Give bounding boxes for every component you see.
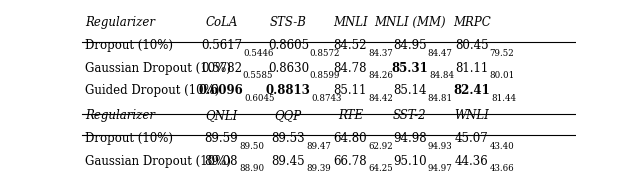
- Text: 62.92: 62.92: [368, 142, 393, 151]
- Text: 0.6096: 0.6096: [199, 85, 244, 97]
- Text: 89.47: 89.47: [306, 142, 331, 151]
- Text: 88.90: 88.90: [239, 164, 264, 173]
- Text: 43.40: 43.40: [490, 142, 515, 151]
- Text: 85.11: 85.11: [333, 85, 367, 97]
- Text: 89.59: 89.59: [205, 132, 238, 145]
- Text: 0.8743: 0.8743: [312, 94, 342, 103]
- Text: 84.84: 84.84: [429, 71, 454, 80]
- Text: 66.78: 66.78: [333, 155, 367, 167]
- Text: Gaussian Dropout (10%): Gaussian Dropout (10%): [85, 62, 231, 75]
- Text: 84.81: 84.81: [428, 94, 452, 103]
- Text: 0.8599: 0.8599: [310, 71, 340, 80]
- Text: 0.8630: 0.8630: [268, 62, 309, 75]
- Text: QNLI: QNLI: [205, 109, 237, 122]
- Text: MRPC: MRPC: [453, 16, 491, 29]
- Text: Dropout (10%): Dropout (10%): [85, 132, 173, 145]
- Text: QQP: QQP: [275, 109, 302, 122]
- Text: 0.8605: 0.8605: [268, 39, 309, 52]
- Text: Guided Dropout (10%): Guided Dropout (10%): [85, 85, 220, 97]
- Text: RTE: RTE: [338, 109, 363, 122]
- Text: 0.8572: 0.8572: [310, 49, 340, 58]
- Text: 85.31: 85.31: [392, 62, 428, 75]
- Text: 85.14: 85.14: [393, 85, 427, 97]
- Text: 95.10: 95.10: [393, 155, 427, 167]
- Text: 44.36: 44.36: [455, 155, 489, 167]
- Text: 81.44: 81.44: [492, 94, 516, 103]
- Text: 84.37: 84.37: [368, 49, 393, 58]
- Text: Dropout (10%): Dropout (10%): [85, 39, 173, 52]
- Text: SST-2: SST-2: [393, 109, 427, 122]
- Text: 89.08: 89.08: [205, 155, 238, 167]
- Text: 80.45: 80.45: [455, 39, 489, 52]
- Text: 89.39: 89.39: [306, 164, 331, 173]
- Text: 84.52: 84.52: [333, 39, 367, 52]
- Text: Gaussian Dropout (10%): Gaussian Dropout (10%): [85, 155, 231, 167]
- Text: 0.5585: 0.5585: [243, 71, 273, 80]
- Text: 94.98: 94.98: [393, 132, 427, 145]
- Text: Regularizer: Regularizer: [85, 109, 155, 122]
- Text: 0.5446: 0.5446: [243, 49, 273, 58]
- Text: 79.52: 79.52: [490, 49, 515, 58]
- Text: 82.41: 82.41: [454, 85, 490, 97]
- Text: 84.47: 84.47: [428, 49, 452, 58]
- Text: STS-B: STS-B: [270, 16, 307, 29]
- Text: MNLI: MNLI: [333, 16, 367, 29]
- Text: WNLI: WNLI: [454, 109, 489, 122]
- Text: 84.42: 84.42: [368, 94, 393, 103]
- Text: 64.80: 64.80: [333, 132, 367, 145]
- Text: 94.93: 94.93: [428, 142, 452, 151]
- Text: CoLA: CoLA: [205, 16, 237, 29]
- Text: 89.50: 89.50: [239, 142, 264, 151]
- Text: 81.11: 81.11: [455, 62, 488, 75]
- Text: 0.5617: 0.5617: [201, 39, 242, 52]
- Text: 0.8813: 0.8813: [266, 85, 311, 97]
- Text: 89.45: 89.45: [271, 155, 305, 167]
- Text: 0.6045: 0.6045: [244, 94, 275, 103]
- Text: 43.66: 43.66: [490, 164, 515, 173]
- Text: 94.97: 94.97: [428, 164, 452, 173]
- Text: Regularizer: Regularizer: [85, 16, 155, 29]
- Text: 0.5782: 0.5782: [201, 62, 242, 75]
- Text: 89.53: 89.53: [271, 132, 305, 145]
- Text: 64.25: 64.25: [368, 164, 393, 173]
- Text: 45.07: 45.07: [455, 132, 489, 145]
- Text: 80.01: 80.01: [490, 71, 515, 80]
- Text: 84.78: 84.78: [333, 62, 367, 75]
- Text: 84.95: 84.95: [393, 39, 427, 52]
- Text: MNLI (MM): MNLI (MM): [374, 16, 445, 29]
- Text: 84.26: 84.26: [368, 71, 393, 80]
